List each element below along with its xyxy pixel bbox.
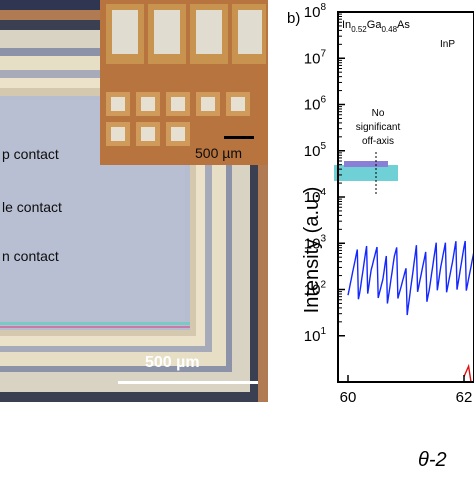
y-tick-label: 106: [304, 95, 327, 114]
x-tick-label: 60: [340, 389, 357, 406]
le-contact-label: le contact: [2, 199, 62, 215]
inset-image: [100, 0, 268, 165]
composition-label: In0.52Ga0.48As: [342, 19, 410, 34]
chart-svg: 101102103104105106107108606263 In0.52Ga0…: [301, 2, 474, 471]
n-contact-label: n contact: [2, 248, 59, 264]
plot-frame: [337, 11, 474, 383]
main-scale-label: 500 µm: [145, 354, 200, 371]
x-axis-label: θ-2: [418, 449, 447, 471]
band-top-rect: [344, 161, 388, 167]
annotation-line-1: No: [372, 108, 385, 119]
micrograph-image: [0, 0, 268, 402]
inset-scale-bar: [224, 136, 254, 139]
series-blue-line: [347, 240, 474, 316]
series-red-line: [463, 363, 474, 383]
y-tick-label: 107: [304, 48, 327, 67]
annotation-band: [334, 152, 398, 196]
xrd-chart: 101102103104105106107108606263 In0.52Ga0…: [290, 0, 474, 474]
y-tick-label: 108: [304, 2, 327, 21]
y-tick-label: 104: [304, 187, 327, 206]
inset-scale-label: 500 µm: [195, 145, 242, 161]
p-contact-label: p contact: [2, 146, 59, 162]
annotation-line-3: off-axis: [362, 136, 394, 147]
panel-b-label: b): [287, 10, 301, 27]
y-tick-label: 103: [304, 233, 327, 252]
y-tick-label: 105: [304, 141, 327, 160]
y-tick-label: 102: [304, 280, 327, 299]
y-axis-label: Intensity (a.u.): [301, 187, 323, 314]
main-scale-bar: [118, 381, 258, 384]
optical-micrograph: p contact le contact n contact 500 µm 50…: [0, 0, 268, 402]
substrate-label: InP: [440, 39, 455, 50]
y-tick-label: 101: [304, 326, 327, 345]
band-fill-rect: [334, 165, 398, 181]
annotation-line-2: significant: [356, 122, 401, 133]
x-tick-label: 62: [456, 389, 473, 406]
